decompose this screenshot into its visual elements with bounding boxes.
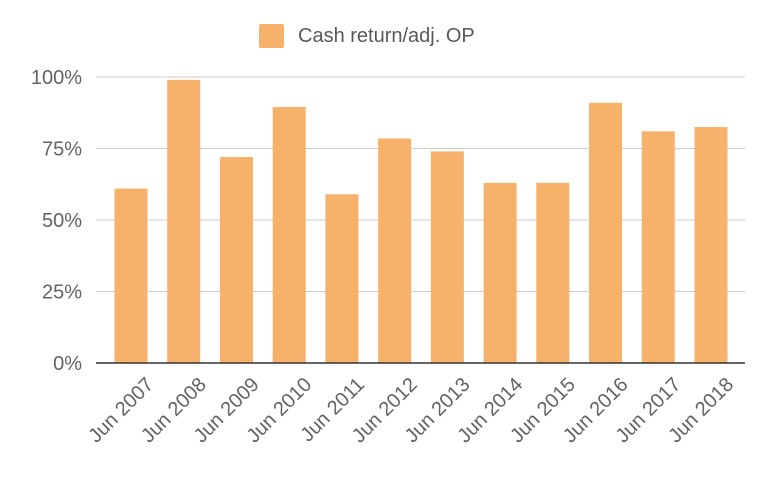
bar — [536, 182, 570, 363]
bar — [219, 157, 253, 363]
bar — [325, 194, 359, 363]
legend-label: Cash return/adj. OP — [298, 25, 475, 47]
y-tick-label: 25% — [42, 282, 82, 304]
legend-swatch — [259, 24, 284, 48]
y-tick-label: 0% — [53, 353, 82, 375]
legend: Cash return/adj. OP — [259, 24, 475, 48]
bar — [641, 131, 675, 363]
bar — [589, 102, 623, 364]
gridlines — [96, 76, 745, 292]
bar — [378, 138, 412, 363]
bar — [114, 188, 148, 363]
bars — [114, 79, 728, 364]
y-tick-label: 100% — [31, 67, 82, 89]
bar — [272, 107, 306, 363]
bar — [167, 79, 201, 364]
y-tick-label: 75% — [42, 139, 82, 161]
y-tick-label: 50% — [42, 210, 82, 232]
bar — [694, 127, 728, 363]
bar — [483, 182, 517, 363]
bar — [430, 151, 464, 363]
y-axis-labels: 0% 25% 50% 75% 100% — [31, 67, 82, 375]
